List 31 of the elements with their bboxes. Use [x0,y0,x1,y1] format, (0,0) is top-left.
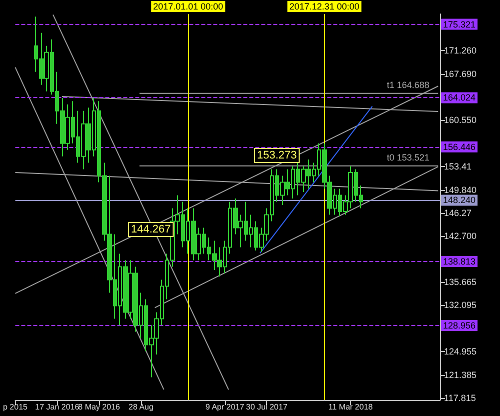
y-tick-label: 167.690 [444,68,477,79]
ref-line-label: 138.813 [443,256,476,267]
y-tick-label: 171.260 [444,46,477,56]
y-tick-label: 132.095 [444,300,477,310]
y-tick-label: 124.955 [444,346,477,357]
y-tick-label: 153.41 [444,162,472,172]
ref-line-label: 2017.01.01 00:00 [153,2,224,12]
ref-line-label: 128.956 [443,320,476,331]
ref-line-label: 156.446 [443,142,476,152]
ref-line-label: 2017.12.31 00:00 [289,2,360,12]
y-tick-label: 121.385 [444,370,477,380]
x-tick-label: 17 Jan 2016 [35,402,80,412]
annotation: 153.273 [257,150,297,162]
series-label: t1 164.688 [386,80,430,90]
x-tick-label: 11 Mar 2018 [328,402,374,412]
y-tick-label: 146.27 [444,208,472,218]
x-tick-label: 8 May 2016 [78,402,121,412]
y-tick-label: 117.815 [444,392,476,403]
y-tick-label: 160.550 [444,115,477,126]
x-tick-label: 9 Apr 2017 [205,402,245,412]
ref-line-label: 164.024 [443,92,476,103]
ref-line-label: 148.240 [443,195,476,206]
ref-line-label: 175.321 [443,19,476,30]
x-tick-label: 30 Jul 2017 [246,402,288,412]
x-tick-label: 28 Aug [128,402,154,412]
y-tick-label: 135.665 [444,276,477,287]
series-label: t0 153.521 [386,152,430,162]
y-tick-label: 149.840 [444,184,477,195]
x-tick-label: p 2015 [3,402,28,412]
y-tick-label: 142.700 [444,231,477,242]
annotation: 144.267 [131,224,171,236]
